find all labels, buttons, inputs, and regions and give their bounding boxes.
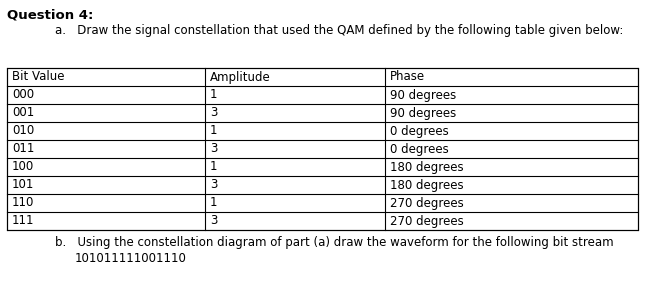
Text: 1: 1 — [210, 197, 217, 210]
Text: 000: 000 — [12, 89, 34, 102]
Text: 100: 100 — [12, 160, 34, 173]
Text: Phase: Phase — [390, 70, 425, 83]
Text: 001: 001 — [12, 107, 34, 120]
Text: 101: 101 — [12, 179, 34, 191]
Text: 1: 1 — [210, 160, 217, 173]
Text: 1: 1 — [210, 124, 217, 138]
Text: b.   Using the constellation diagram of part (a) draw the waveform for the follo: b. Using the constellation diagram of pa… — [55, 236, 613, 249]
Text: 90 degrees: 90 degrees — [390, 107, 456, 120]
Text: Question 4:: Question 4: — [7, 8, 93, 21]
Text: Amplitude: Amplitude — [210, 70, 270, 83]
Text: a.   Draw the signal constellation that used the QAM defined by the following ta: a. Draw the signal constellation that us… — [55, 24, 623, 37]
Text: 3: 3 — [210, 142, 217, 155]
Bar — [7, 68, 638, 230]
Text: 270 degrees: 270 degrees — [390, 197, 464, 210]
Text: 3: 3 — [210, 179, 217, 191]
Text: 011: 011 — [12, 142, 34, 155]
Text: 3: 3 — [210, 107, 217, 120]
Text: 010: 010 — [12, 124, 34, 138]
Text: 0 degrees: 0 degrees — [390, 142, 449, 155]
Text: 101011111001110: 101011111001110 — [75, 252, 187, 265]
Text: 3: 3 — [210, 215, 217, 228]
Text: 0 degrees: 0 degrees — [390, 124, 449, 138]
Text: 1: 1 — [210, 89, 217, 102]
Text: Bit Value: Bit Value — [12, 70, 65, 83]
Text: 111: 111 — [12, 215, 34, 228]
Text: 180 degrees: 180 degrees — [390, 179, 464, 191]
Text: 180 degrees: 180 degrees — [390, 160, 464, 173]
Text: 90 degrees: 90 degrees — [390, 89, 456, 102]
Text: 110: 110 — [12, 197, 34, 210]
Text: 270 degrees: 270 degrees — [390, 215, 464, 228]
